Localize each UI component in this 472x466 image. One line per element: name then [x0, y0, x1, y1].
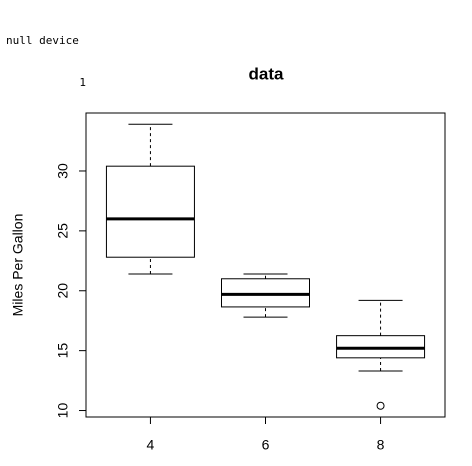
box — [105, 165, 195, 258]
y-tick-label: 15 — [55, 343, 71, 359]
y-tick-label: 25 — [55, 223, 71, 239]
console-line: 1 — [79, 76, 86, 89]
x-tick-label: 4 — [147, 437, 155, 453]
x-tick-label: 6 — [262, 437, 270, 453]
y-tick-label: 10 — [55, 403, 71, 419]
console-line: null device — [6, 34, 79, 47]
chart-title: data — [249, 64, 285, 83]
x-tick-label: 8 — [377, 437, 385, 453]
console-output: null device 1 — [6, 6, 86, 104]
y-tick-label: 20 — [55, 283, 71, 299]
outlier — [376, 401, 385, 410]
y-tick-label: 30 — [55, 163, 71, 179]
y-axis-label: Miles Per Gallon — [10, 214, 26, 317]
